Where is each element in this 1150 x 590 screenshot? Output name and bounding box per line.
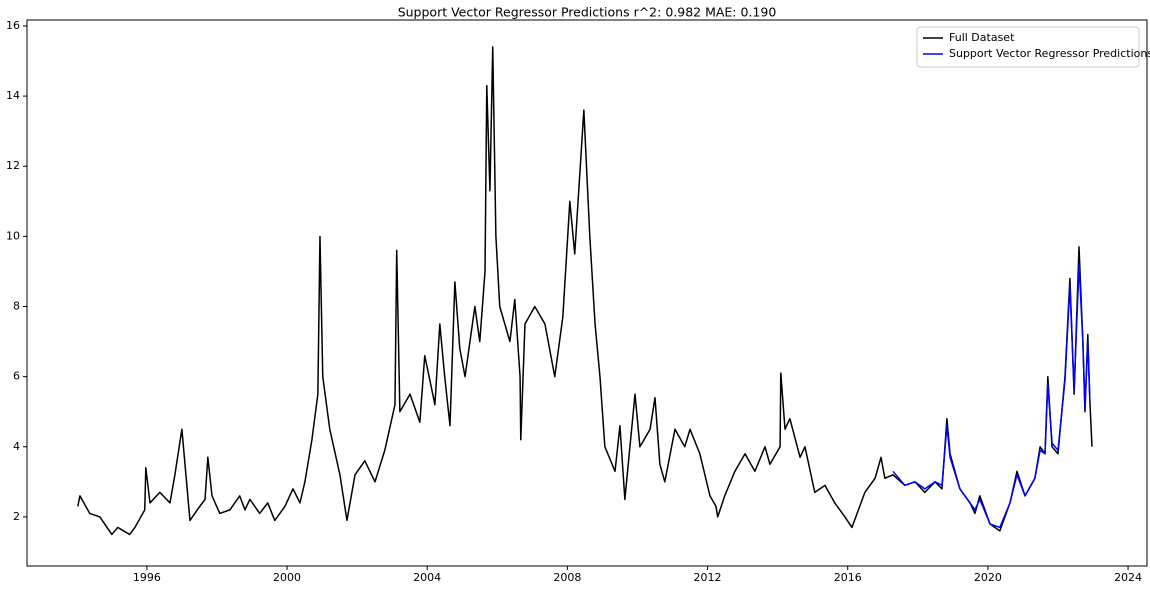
x-tick-label: 2020 xyxy=(974,571,1002,584)
y-tick-label: 8 xyxy=(13,300,20,313)
y-tick-label: 2 xyxy=(13,510,20,523)
y-tick-label: 14 xyxy=(6,89,20,102)
x-tick-label: 2024 xyxy=(1114,571,1142,584)
legend-label: Full Dataset xyxy=(949,31,1015,44)
y-tick-label: 10 xyxy=(6,229,20,242)
legend-box xyxy=(916,26,1140,68)
x-tick-label: 2008 xyxy=(553,571,581,584)
plot-frame xyxy=(26,19,1148,567)
x-tick-label: 2004 xyxy=(413,571,441,584)
y-tick-label: 16 xyxy=(6,19,20,32)
y-tick-label: 4 xyxy=(13,440,20,453)
x-tick-label: 2000 xyxy=(273,571,301,584)
x-tick-label: 2012 xyxy=(694,571,722,584)
y-tick-label: 12 xyxy=(6,159,20,172)
y-tick-label: 6 xyxy=(13,370,20,383)
legend-label: Support Vector Regressor Predictions xyxy=(949,47,1150,60)
x-tick-label: 1996 xyxy=(133,571,161,584)
series-line xyxy=(892,263,1091,529)
x-tick-label: 2016 xyxy=(834,571,862,584)
chart-title: Support Vector Regressor Predictions r^2… xyxy=(398,5,777,20)
